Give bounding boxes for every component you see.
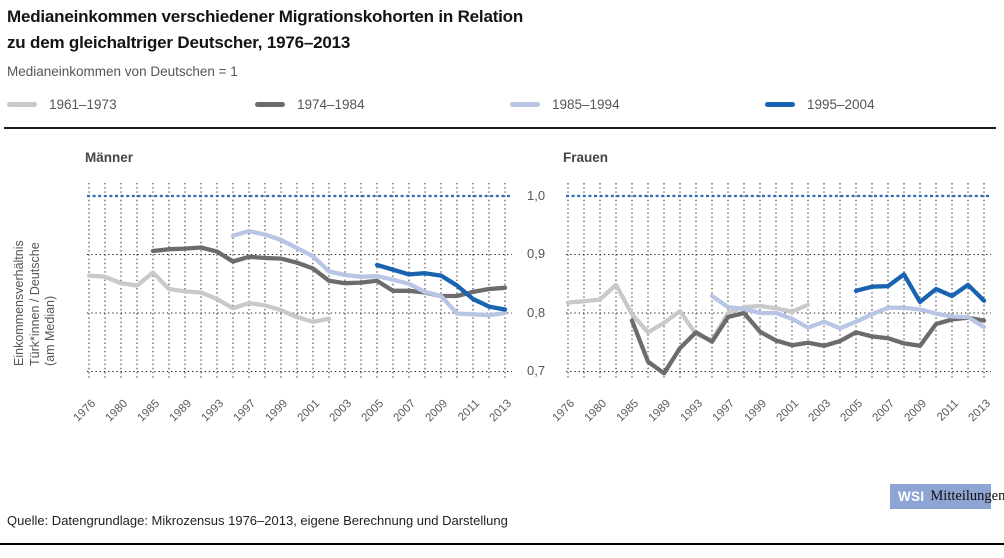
x-tick-label: 1999: [743, 398, 770, 425]
x-tick-label: 1985: [136, 398, 163, 425]
maenner-series-1985-1994-line: [230, 228, 508, 318]
x-tick-label: 1999: [264, 398, 291, 425]
legend-swatch-1974-1984: [255, 101, 285, 107]
legend-item-1995-2004: 1995–2004: [765, 92, 875, 116]
x-tick-label: 2011: [935, 398, 961, 424]
frauen-plot: 1976 1980 1985 1989 1993 1997 1999 2001 2003 2005…: [551, 183, 994, 425]
maenner-vertical-gridlines: [88, 183, 506, 380]
maenner-series-1961-1973-line: [86, 270, 332, 324]
x-tick-label: 1985: [615, 398, 642, 425]
maenner-horizontal-gridlines: [87, 253, 512, 373]
frauen-x-tick-labels: 1976 1980 1985 1989 1993 1997 1999 2001 2003 2005…: [551, 398, 994, 425]
legend-item-1985-1994: 1985–1994: [510, 92, 620, 116]
wsi-logo: WSI: [898, 489, 925, 504]
x-tick-label: 1976: [551, 398, 578, 425]
source-note: Quelle: Datengrundlage: Mikrozensus 1976…: [7, 513, 508, 528]
page-title-line1: Medianeinkommen verschiedener Migrations…: [7, 7, 524, 26]
x-tick-label: 2009: [903, 398, 930, 425]
frauen-horizontal-gridlines: [566, 253, 991, 373]
x-tick-label: 2011: [456, 398, 482, 424]
y-tick-label-0-9: 0,9: [527, 246, 546, 261]
chart-subtitle: Medianeinkommen von Deutschen = 1: [7, 64, 238, 79]
frauen-series-1961-1973-line: [565, 282, 811, 343]
page-title: Medianeinkommen verschiedener Migrations…: [7, 4, 523, 56]
legend-swatch-1961-1973: [7, 101, 37, 107]
x-tick-label: 2003: [807, 398, 834, 425]
x-tick-label: 1997: [232, 398, 259, 425]
x-tick-label: 2005: [839, 398, 866, 425]
legend-item-1961-1973: 1961–1973: [7, 92, 117, 116]
legend-item-1974-1984: 1974–1984: [255, 92, 365, 116]
maenner-series-1974-1984-line: [150, 245, 508, 299]
x-tick-label: 2013: [967, 398, 994, 425]
frauen-series-1974-1984-line: [629, 310, 987, 376]
footer-divider: [0, 543, 1004, 545]
x-tick-label: 2001: [296, 398, 323, 425]
x-tick-label: 1989: [647, 398, 674, 425]
x-tick-label: 2005: [360, 398, 387, 425]
maenner-series-1995-2004-line: [374, 262, 508, 312]
x-tick-label: 1993: [200, 398, 227, 425]
legend-label: 1974–1984: [297, 96, 365, 112]
frauen-vertical-gridlines: [567, 183, 985, 380]
legend-label: 1995–2004: [807, 96, 875, 112]
maenner-plot: 1976 1980 1985 1989 1993 1997 1999 2001 2003 2005…: [72, 183, 515, 425]
legend-label: 1985–1994: [552, 96, 620, 112]
x-tick-label: 1993: [679, 398, 706, 425]
y-axis-title-line1: Einkommensverhältnis: [12, 240, 26, 366]
x-tick-label: 1989: [168, 398, 195, 425]
x-tick-label: 1980: [104, 398, 131, 425]
legend: 1961–1973 1974–1984 1985–1994 1995–2004: [7, 92, 997, 116]
y-tick-label-1-0: 1,0: [527, 188, 546, 203]
x-tick-label: 1997: [711, 398, 738, 425]
frauen-series-1985-1994-line: [709, 293, 987, 331]
legend-swatch-1985-1994: [510, 101, 540, 107]
y-tick-label-0-7: 0,7: [527, 363, 546, 378]
x-tick-label: 2007: [871, 398, 898, 425]
frauen-series-1995-2004-line: [853, 272, 987, 305]
x-tick-label: 2003: [328, 398, 355, 425]
panel-title-maenner: Männer: [85, 150, 134, 165]
x-tick-label: 1976: [72, 398, 99, 425]
wsi-mitteilungen-badge: WSI Mitteilungen: [890, 484, 1004, 509]
x-tick-label: 2007: [392, 398, 419, 425]
y-axis-title-line2: Türk*innen / Deutsche: [27, 242, 42, 366]
x-tick-label: 2009: [424, 398, 451, 425]
x-tick-label: 2013: [488, 398, 515, 425]
wsi-badge-name: Mitteilungen: [930, 488, 1004, 504]
legend-label: 1961–1973: [49, 96, 117, 112]
x-tick-label: 2001: [775, 398, 802, 425]
page-title-line2: zu dem gleichaltriger Deutscher, 1976–20…: [7, 33, 351, 52]
y-tick-label-0-8: 0,8: [527, 305, 546, 320]
y-axis-title: Einkommensverhältnis Türk*innen / Deutsc…: [12, 180, 60, 366]
x-tick-label: 1980: [583, 398, 610, 425]
legend-swatch-1995-2004: [765, 101, 795, 107]
y-axis-title-line3: (am Median): [43, 295, 57, 366]
maenner-x-tick-labels: 1976 1980 1985 1989 1993 1997 1999 2001 2003 2005…: [72, 398, 515, 425]
panel-title-frauen: Frauen: [563, 150, 609, 165]
header-divider: [4, 127, 996, 129]
